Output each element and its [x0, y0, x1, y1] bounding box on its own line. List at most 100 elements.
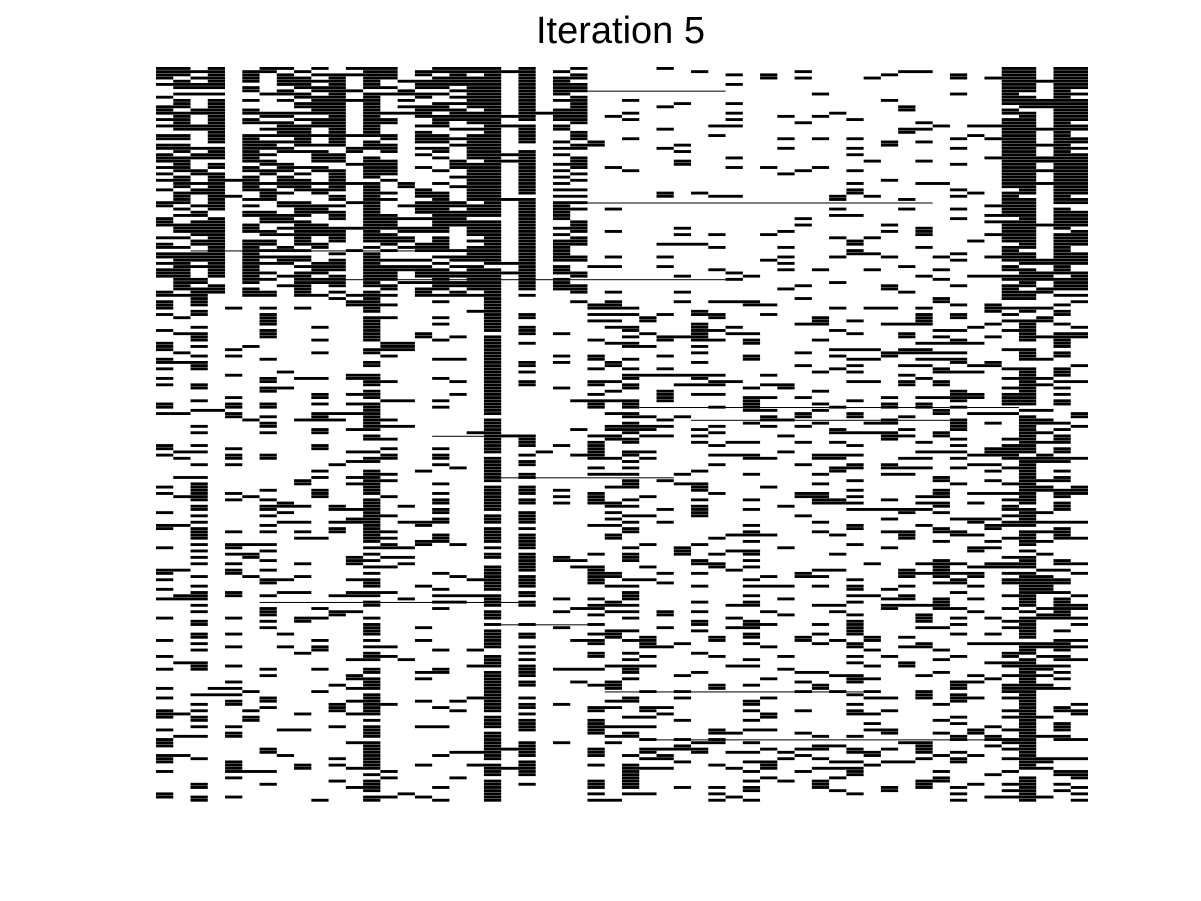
heatmap-cell — [1018, 610, 1037, 614]
heatmap-cell — [708, 380, 743, 384]
heatmap-cell — [725, 795, 743, 799]
heatmap-cell — [259, 613, 277, 617]
heatmap-cell — [691, 623, 709, 626]
heatmap-cell — [483, 396, 502, 400]
heatmap-cell — [345, 578, 381, 582]
heatmap-cell — [760, 610, 778, 614]
heatmap-cell — [760, 485, 778, 489]
heatmap-cell — [622, 357, 640, 361]
heatmap-cell — [570, 102, 588, 106]
heatmap-cell — [725, 332, 761, 336]
heatmap-cell — [414, 670, 450, 674]
heatmap-cell — [811, 389, 830, 393]
heatmap-cell — [225, 546, 243, 550]
heatmap-cell — [811, 632, 830, 636]
heatmap-cell — [156, 274, 191, 278]
heatmap-cell — [811, 472, 830, 476]
heatmap-cell — [1018, 763, 1037, 767]
heatmap-cell — [311, 476, 329, 479]
heatmap-cell — [225, 498, 243, 502]
heatmap-cell — [1001, 456, 1088, 460]
heatmap-cell — [156, 741, 174, 745]
heatmap-cell — [518, 281, 536, 284]
heatmap-cell — [967, 549, 985, 553]
heatmap-cell — [190, 485, 208, 489]
heatmap-cell — [880, 437, 899, 441]
heatmap-cell — [276, 73, 295, 77]
heatmap-cell — [846, 380, 881, 384]
heatmap-cell — [225, 731, 243, 735]
heatmap-cell — [363, 693, 381, 697]
heatmap-cell — [932, 476, 950, 479]
heatmap-cell — [414, 242, 450, 246]
heatmap-cell — [691, 329, 726, 332]
heatmap-cell — [190, 431, 208, 435]
heatmap-cell — [846, 619, 864, 623]
heatmap-cell — [552, 217, 571, 221]
heatmap-cell — [915, 316, 933, 320]
heatmap-cell — [345, 476, 381, 479]
heatmap-cell — [915, 696, 933, 700]
heatmap-cell — [622, 440, 640, 444]
heatmap-cell — [311, 645, 329, 649]
heatmap-cell — [1001, 108, 1019, 112]
heatmap-cell — [363, 335, 381, 339]
heatmap-cell — [622, 779, 640, 783]
heatmap-cell — [156, 293, 208, 297]
heatmap-cell — [483, 555, 502, 559]
heatmap-cell — [794, 121, 812, 125]
heatmap-cell — [242, 204, 260, 208]
heatmap-cell — [1053, 495, 1071, 499]
heatmap-cell — [846, 792, 864, 796]
heatmap-cell — [1053, 447, 1071, 451]
heatmap-cell — [932, 277, 950, 281]
heatmap-cell — [432, 536, 450, 540]
heatmap-cell — [742, 789, 761, 793]
heatmap-cell — [742, 539, 761, 543]
heatmap-cell — [259, 332, 277, 336]
heatmap-cell — [587, 498, 605, 502]
heatmap-cell — [328, 683, 346, 687]
heatmap-cell — [604, 341, 640, 345]
heatmap-cell — [207, 284, 226, 288]
heatmap-cell — [518, 287, 536, 291]
heatmap-cell — [1018, 373, 1037, 377]
heatmap-cell — [552, 555, 571, 559]
heatmap-cell — [1018, 766, 1054, 770]
heatmap-cell — [846, 712, 881, 716]
heatmap-cell — [1018, 722, 1037, 725]
heatmap-cell — [363, 306, 381, 310]
heatmap-cell — [294, 479, 312, 483]
heatmap-cell — [328, 725, 346, 729]
heatmap-cell — [311, 89, 364, 93]
heatmap-cell — [1001, 747, 1037, 751]
heatmap-cell — [1001, 252, 1037, 256]
heatmap-cell — [1001, 293, 1037, 297]
heatmap-cell — [760, 76, 778, 80]
heatmap-cell — [932, 431, 950, 435]
heatmap-cell — [898, 533, 916, 537]
heatmap-cell — [691, 488, 709, 492]
heatmap-cell — [639, 316, 657, 320]
heatmap-cell — [483, 469, 502, 473]
heatmap-cell — [587, 357, 605, 361]
heatmap-cell — [949, 424, 968, 428]
heatmap-cell — [156, 108, 174, 112]
heatmap-cell — [898, 207, 916, 211]
heatmap-cell — [345, 658, 381, 662]
heatmap-cell — [1053, 236, 1088, 240]
heatmap-cell — [691, 651, 709, 655]
heatmap-cell — [432, 182, 450, 185]
heatmap-cell — [414, 639, 433, 642]
heatmap-cell — [156, 770, 174, 773]
heatmap-cell — [1018, 587, 1054, 591]
heatmap-cell — [225, 402, 243, 406]
heatmap-cell — [483, 613, 502, 617]
heatmap-cell — [276, 166, 329, 169]
heatmap-cell — [483, 303, 502, 307]
heatmap-cell — [363, 92, 450, 96]
heatmap-cell — [846, 661, 864, 665]
heatmap-cell — [207, 134, 226, 137]
heatmap-cell — [432, 223, 502, 227]
heatmap-cell — [294, 223, 329, 227]
